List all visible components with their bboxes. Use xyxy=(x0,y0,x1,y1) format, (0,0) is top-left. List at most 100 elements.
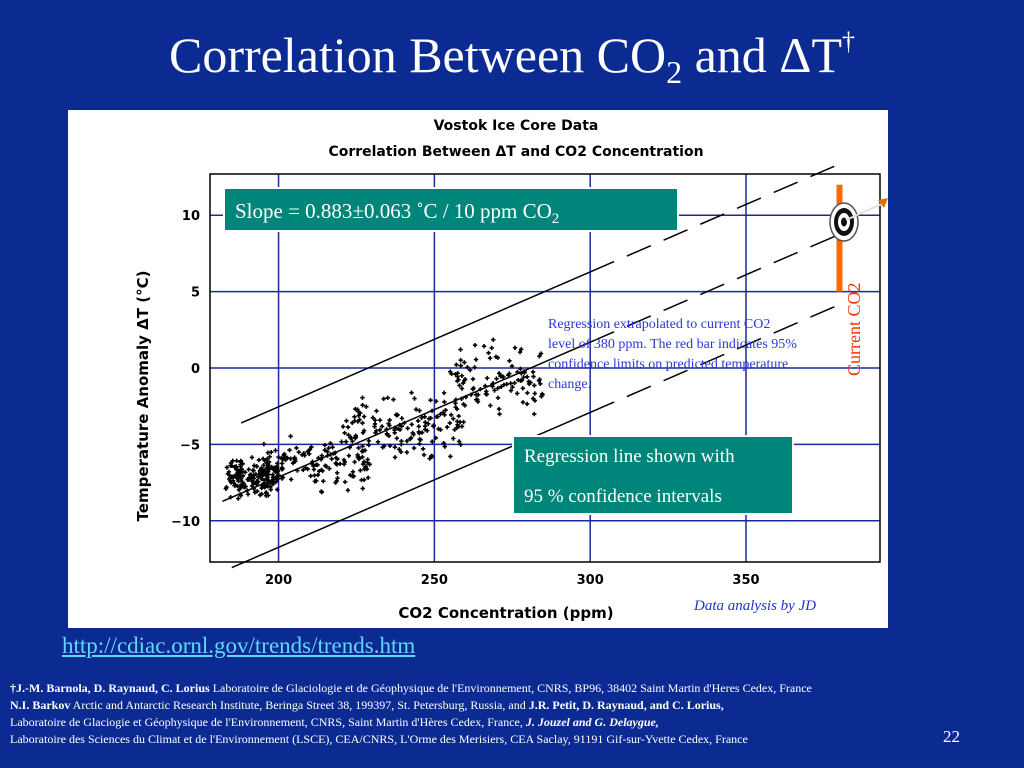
data-point xyxy=(386,421,391,426)
data-point xyxy=(413,407,419,412)
title-subscript: 2 xyxy=(666,54,683,90)
data-point xyxy=(394,436,400,441)
data-point xyxy=(381,396,386,402)
data-point xyxy=(352,414,357,420)
data-point xyxy=(448,412,454,417)
data-point xyxy=(264,456,270,462)
data-point xyxy=(496,406,502,412)
data-point xyxy=(506,372,511,378)
data-point xyxy=(538,351,544,356)
data-point xyxy=(518,347,524,352)
data-point xyxy=(262,468,268,474)
data-point xyxy=(509,363,515,369)
data-point xyxy=(459,373,465,378)
data-point xyxy=(350,420,355,426)
data-point xyxy=(324,464,329,469)
data-point xyxy=(367,462,372,467)
data-point xyxy=(266,463,271,468)
data-point xyxy=(228,478,233,484)
data-point xyxy=(399,423,404,429)
data-point xyxy=(384,431,390,437)
reference-line-2: N.I. Barkov Arctic and Antarctic Researc… xyxy=(10,697,970,714)
data-point xyxy=(470,376,476,382)
data-point xyxy=(352,436,358,441)
x-tick-label: 200 xyxy=(265,573,292,588)
ref2-authors: J.R. Petit, D. Raynaud, and C. Lorius, xyxy=(528,698,724,712)
data-point xyxy=(404,438,410,444)
data-point xyxy=(309,444,314,450)
data-point xyxy=(249,478,255,484)
data-point xyxy=(494,376,499,381)
data-point xyxy=(280,466,285,472)
data-point xyxy=(491,337,496,342)
data-point xyxy=(455,371,460,376)
data-point xyxy=(470,387,476,392)
data-point xyxy=(251,463,257,468)
y-tick-label: 0 xyxy=(191,362,200,377)
data-point xyxy=(434,414,439,420)
data-point xyxy=(442,444,448,449)
data-point xyxy=(348,435,353,440)
data-point xyxy=(346,432,351,438)
data-point xyxy=(350,439,355,444)
chart-subtitle: Correlation Between ΔT and CO2 Concentra… xyxy=(328,144,703,160)
data-point xyxy=(272,468,277,473)
data-point xyxy=(346,453,352,458)
data-point xyxy=(270,472,275,477)
data-point xyxy=(488,403,493,408)
data-point xyxy=(458,363,463,368)
data-point xyxy=(438,427,443,432)
data-point xyxy=(422,414,427,419)
data-point xyxy=(486,350,491,356)
data-point xyxy=(498,384,504,389)
data-point xyxy=(392,455,398,460)
data-point xyxy=(327,466,332,471)
data-point xyxy=(288,434,293,439)
data-point xyxy=(325,449,330,454)
data-point xyxy=(495,386,501,391)
data-point xyxy=(518,378,523,383)
data-point xyxy=(472,342,478,348)
data-point xyxy=(515,391,520,396)
data-point xyxy=(234,475,239,481)
data-point xyxy=(501,382,507,387)
data-point xyxy=(249,483,255,489)
data-point xyxy=(458,442,463,447)
data-point xyxy=(399,416,405,421)
data-point xyxy=(417,408,422,413)
data-point xyxy=(261,463,266,468)
data-point xyxy=(398,449,404,455)
slope-text: Slope = 0.883±0.063 ˚C / 10 ppm CO xyxy=(235,199,552,223)
data-point xyxy=(343,439,349,444)
data-point xyxy=(237,473,243,479)
source-link[interactable]: http://cdiac.ornl.gov/trends/trends.htm xyxy=(62,633,416,658)
data-point xyxy=(495,395,501,401)
data-point xyxy=(417,437,422,442)
title-and: and ΔT xyxy=(682,27,842,83)
data-point xyxy=(246,475,252,481)
data-point xyxy=(492,388,497,393)
data-point xyxy=(495,355,500,360)
data-point xyxy=(430,439,435,444)
data-point xyxy=(427,456,432,461)
data-point xyxy=(243,470,248,475)
data-point xyxy=(305,466,310,472)
data-point xyxy=(334,478,339,484)
data-point xyxy=(345,488,351,493)
data-point xyxy=(377,427,383,433)
data-point xyxy=(275,487,280,492)
current-co2-label: Current CO2 xyxy=(844,282,864,377)
data-point xyxy=(360,461,366,467)
data-point xyxy=(481,344,487,349)
data-point xyxy=(245,492,251,497)
data-point xyxy=(473,392,479,397)
data-point xyxy=(474,397,479,402)
data-point xyxy=(260,467,265,472)
data-point xyxy=(360,420,365,426)
data-point xyxy=(421,452,427,458)
x-tick-label: 300 xyxy=(577,573,604,588)
data-point xyxy=(266,493,271,498)
data-point xyxy=(441,410,446,415)
data-point xyxy=(448,369,453,374)
data-point xyxy=(472,365,477,370)
